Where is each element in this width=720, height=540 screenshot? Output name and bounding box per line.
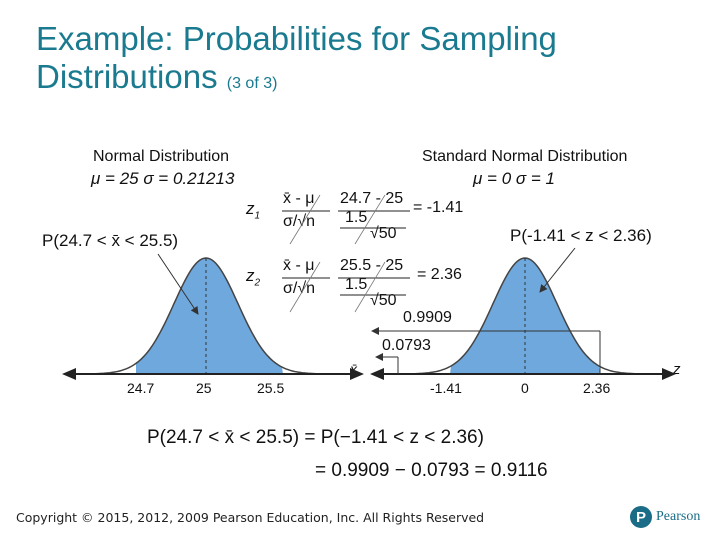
z2-generic-numerator: x̄ - μ: [283, 257, 315, 274]
z1-connector-b: [354, 194, 386, 245]
left-normal-curve: [79, 257, 344, 375]
right-heading: Standard Normal Distribution: [422, 148, 628, 165]
result-line-2: = 0.9909 − 0.0793 = 0.9116: [315, 460, 548, 481]
left-axis-label: x̄: [350, 361, 357, 377]
title-sub: (3 of 3): [226, 75, 278, 92]
copyright-footer: Copyright © 2015, 2012, 2009 Pearson Edu…: [16, 510, 485, 525]
z1-label: z1: [246, 199, 261, 222]
slide-title: Example: Probabilities for Sampling Dist…: [36, 20, 696, 103]
area-upper-label: 0.9909: [403, 309, 452, 326]
z1-numerator: 24.7 - 25: [340, 190, 404, 207]
left-axis-arrow-right: [350, 368, 364, 380]
pearson-logo-icon: P: [630, 506, 652, 528]
right-prob-arrow: [539, 247, 576, 293]
right-axis-label: z: [673, 361, 681, 378]
left-tick-mid: 25: [196, 380, 212, 396]
left-tick-high: 25.5: [257, 380, 285, 396]
right-axis-arrow-right: [662, 368, 676, 380]
left-prob-label: P(24.7 < x̄ < 25.5): [42, 231, 179, 250]
pearson-logo-text: Pearson: [656, 509, 701, 524]
result-line-1: P(24.7 < x̄ < 25.5) = P(−1.41 < z < 2.36…: [147, 427, 484, 448]
left-prob-arrow: [157, 253, 199, 315]
z1-denominator-bottom: √50: [370, 225, 397, 242]
z2-label: z2: [246, 266, 261, 289]
title-main: Example: Probabilities for Sampling Dist…: [36, 20, 557, 95]
z1-result: = -1.41: [413, 199, 464, 216]
z2-connector-b: [354, 261, 386, 313]
left-tick-low: 24.7: [127, 380, 155, 396]
z1-generic-numerator: x̄ - μ: [283, 190, 315, 207]
z1-connector-a: [289, 194, 321, 245]
z1-denominator-top: 1.5: [345, 209, 368, 226]
left-heading: Normal Distribution: [93, 148, 230, 165]
right-prob-label: P(-1.41 < z < 2.36): [510, 226, 652, 245]
pearson-logo: P Pearson: [630, 506, 700, 528]
right-normal-curve: [395, 257, 659, 375]
z2-denominator-bottom: √50: [370, 292, 397, 309]
right-tick-low: -1.41: [430, 380, 462, 396]
right-shaded-area: [450, 258, 600, 374]
left-axis-arrow-left: [62, 368, 76, 380]
z2-numerator: 25.5 - 25: [340, 257, 404, 274]
right-axis-arrow-left: [370, 368, 384, 380]
right-tick-high: 2.36: [583, 380, 611, 396]
z2-denominator-top: 1.5: [345, 276, 368, 293]
z2-result: = 2.36: [417, 266, 462, 283]
area-lower-label: 0.0793: [382, 337, 431, 354]
left-params: μ = 25 σ = 0.21213: [91, 169, 235, 188]
right-params: μ = 0 σ = 1: [473, 169, 555, 188]
z2-connector-a: [289, 261, 321, 313]
z1-generic-denominator: σ/√n: [283, 213, 315, 230]
left-shaded-area: [136, 258, 283, 374]
right-tick-mid: 0: [521, 380, 529, 396]
